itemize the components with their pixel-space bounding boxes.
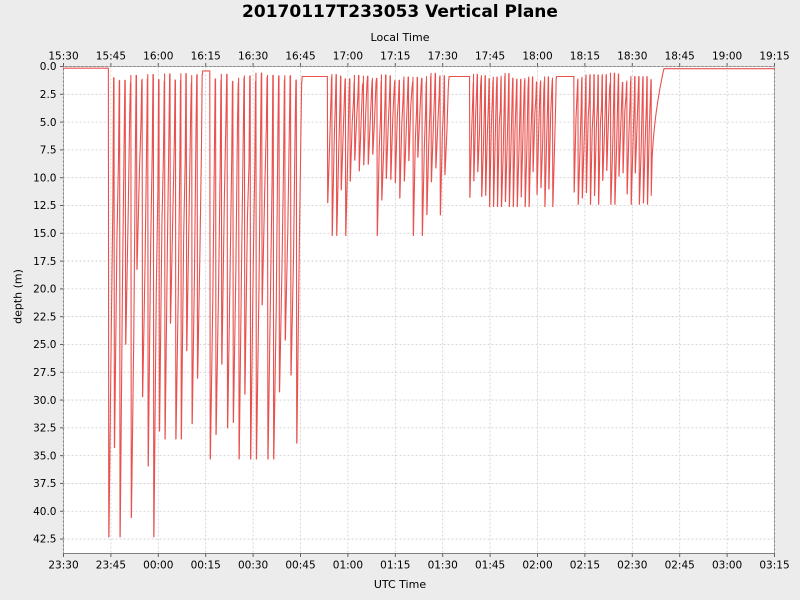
bottom-tick-label: 01:30 [428,560,458,572]
y-tick-label: 0.0 [40,61,57,73]
top-tick-labels: 15:30 15:45 16:00 16:15 16:30 16:45 17:00 17:15… [48,51,789,63]
y-tick-label: 2.5 [40,89,57,101]
y-tick-label: 35.0 [33,450,56,462]
bottom-tick-label: 02:45 [665,560,695,572]
y-tick-label: 37.5 [33,478,56,490]
bottom-tick-label: 02:00 [522,560,552,572]
y-tick-label: 7.5 [40,145,57,157]
top-tick-label: 16:15 [191,51,221,63]
bottom-tick-label: 03:15 [759,560,789,572]
page-title: 20170117T233053 Vertical Plane [242,2,558,22]
bottom-tick-label: 00:15 [191,560,221,572]
bottom-tick-label: 23:30 [48,560,78,572]
y-tick-label: 40.0 [33,506,56,518]
top-tick-label: 17:30 [428,51,458,63]
top-tick-label: 15:30 [48,51,78,63]
top-tick-label: 18:00 [522,51,552,63]
y-tick-label: 30.0 [33,395,56,407]
y-axis-ticks [60,66,64,540]
top-tick-label: 16:00 [143,51,173,63]
y-tick-label: 5.0 [40,117,57,129]
bottom-tick-label: 01:45 [475,560,505,572]
top-tick-label: 16:30 [238,51,268,63]
bottom-tick-label: 02:30 [617,560,647,572]
bottom-axis-ticks [63,553,775,557]
top-tick-label: 17:15 [380,51,410,63]
bottom-tick-label: 01:15 [380,560,410,572]
top-axis-ticks [63,63,775,67]
top-tick-label: 19:15 [759,51,789,63]
bottom-axis-title: UTC Time [373,578,427,591]
top-axis-title: Local Time [370,31,430,44]
bottom-tick-label: 03:00 [712,560,742,572]
y-tick-label: 20.0 [33,284,56,296]
top-tick-label: 15:45 [96,51,126,63]
y-tick-label: 32.5 [33,423,56,435]
y-tick-label: 22.5 [33,311,56,323]
y-tick-label: 15.0 [33,228,56,240]
bottom-tick-label: 00:30 [238,560,268,572]
y-tick-label: 27.5 [33,367,56,379]
plot-area [63,66,775,554]
top-tick-label: 17:00 [333,51,363,63]
y-tick-label: 17.5 [33,256,56,268]
y-tick-labels: 0.0 2.5 5.0 7.5 10.0 12.5 15.0 17.5 20.0 22.5 25.0… [33,61,56,546]
y-tick-label: 10.0 [33,172,56,184]
top-tick-label: 18:45 [665,51,695,63]
bottom-tick-label: 23:45 [96,560,126,572]
bottom-tick-label: 00:45 [285,560,315,572]
top-tick-label: 17:45 [475,51,505,63]
y-tick-label: 42.5 [33,534,56,546]
y-tick-label: 12.5 [33,200,56,212]
bottom-tick-labels: 23:30 23:45 00:00 00:15 00:30 00:45 01:00 01:15… [48,560,789,572]
top-tick-label: 18:30 [617,51,647,63]
y-gridlines [63,66,775,540]
top-tick-label: 16:45 [285,51,315,63]
top-tick-label: 19:00 [712,51,742,63]
depth-series-line [62,67,776,538]
y-tick-label: 25.0 [33,339,56,351]
bottom-tick-label: 01:00 [333,560,363,572]
bottom-tick-label: 02:15 [570,560,600,572]
bottom-tick-label: 00:00 [143,560,173,572]
top-tick-label: 18:15 [570,51,600,63]
